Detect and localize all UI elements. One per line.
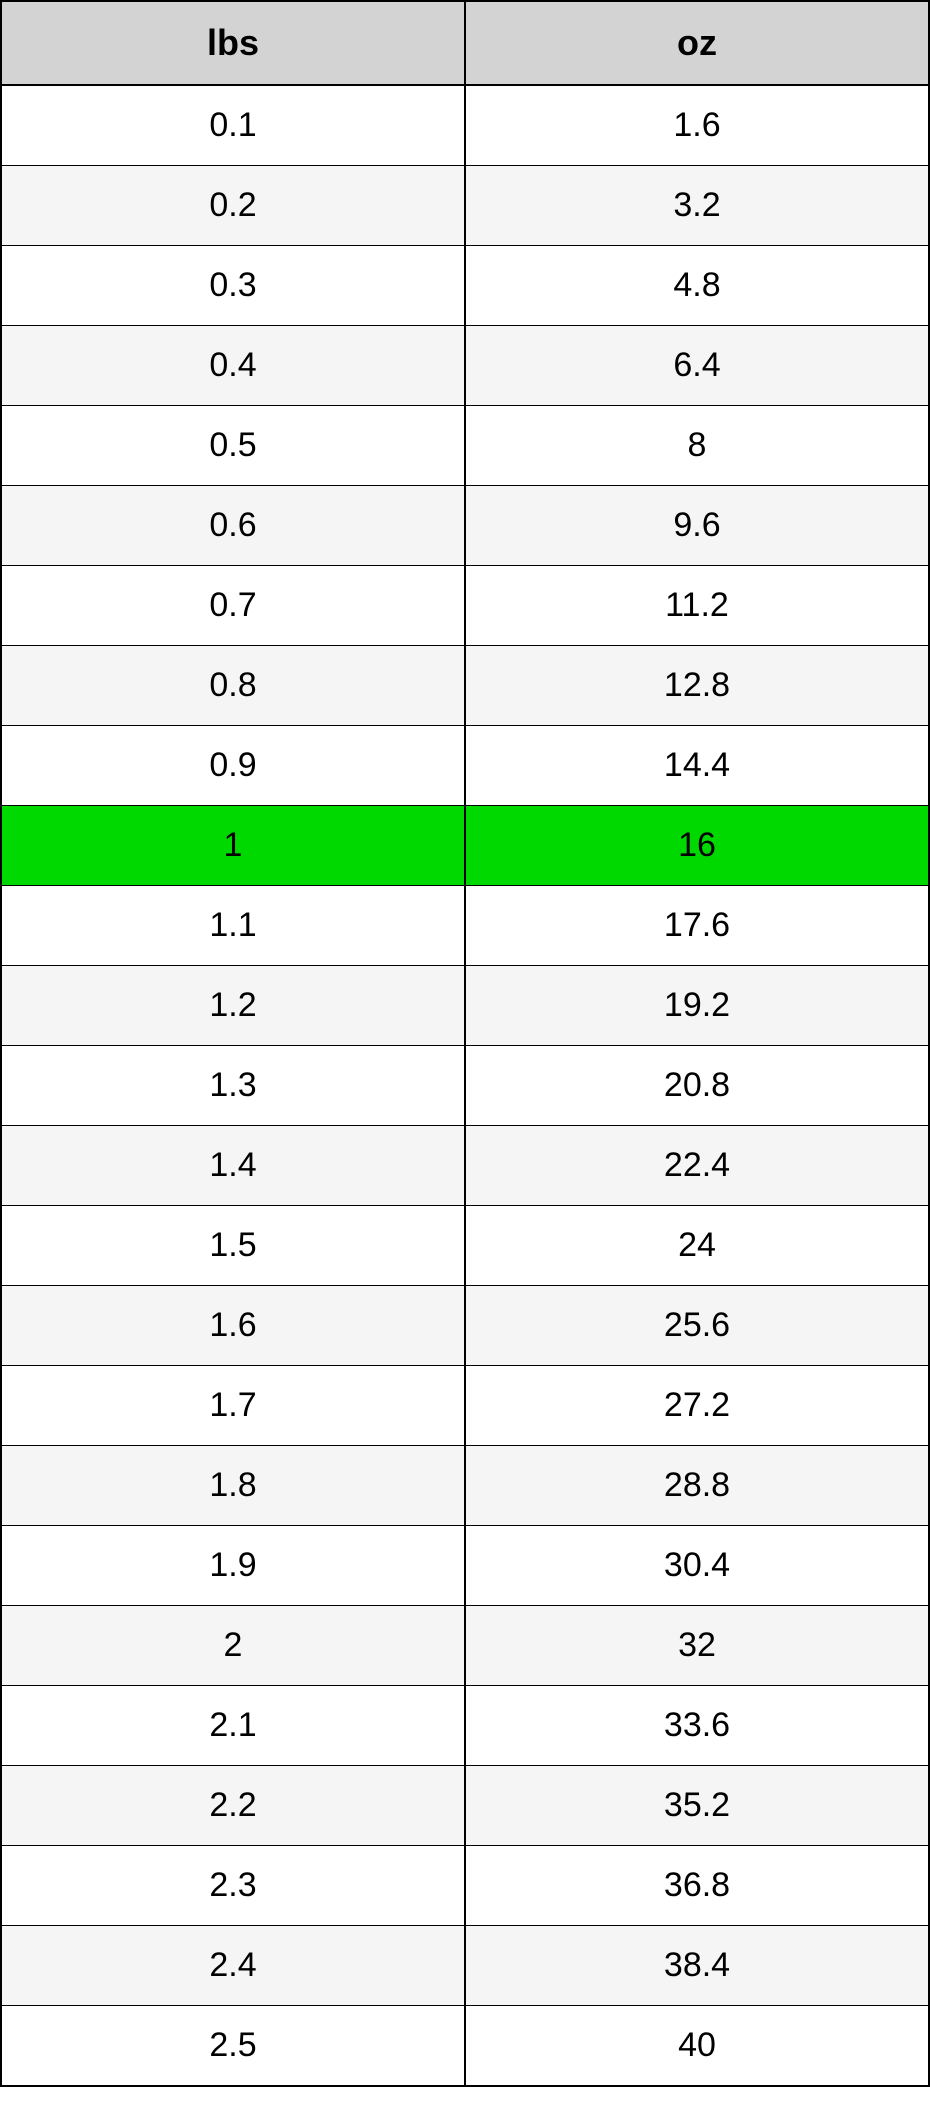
table-row: 1.930.4: [1, 1526, 929, 1606]
cell-lbs: 0.9: [1, 726, 465, 806]
cell-lbs: 0.4: [1, 326, 465, 406]
cell-lbs: 1: [1, 806, 465, 886]
cell-oz: 19.2: [465, 966, 929, 1046]
cell-oz: 3.2: [465, 166, 929, 246]
cell-lbs: 1.5: [1, 1206, 465, 1286]
cell-lbs: 0.2: [1, 166, 465, 246]
cell-oz: 20.8: [465, 1046, 929, 1126]
table-row: 0.11.6: [1, 85, 929, 166]
cell-oz: 25.6: [465, 1286, 929, 1366]
table-header-row: lbs oz: [1, 1, 929, 85]
cell-lbs: 1.6: [1, 1286, 465, 1366]
cell-oz: 8: [465, 406, 929, 486]
column-header-oz: oz: [465, 1, 929, 85]
cell-oz: 33.6: [465, 1686, 929, 1766]
column-header-lbs: lbs: [1, 1, 465, 85]
cell-lbs: 2.4: [1, 1926, 465, 2006]
table-row: 1.117.6: [1, 886, 929, 966]
table-row: 1.625.6: [1, 1286, 929, 1366]
cell-oz: 24: [465, 1206, 929, 1286]
cell-oz: 35.2: [465, 1766, 929, 1846]
table-row: 2.235.2: [1, 1766, 929, 1846]
table-row: 0.812.8: [1, 646, 929, 726]
cell-lbs: 0.7: [1, 566, 465, 646]
cell-oz: 17.6: [465, 886, 929, 966]
cell-oz: 27.2: [465, 1366, 929, 1446]
conversion-table-container: lbs oz 0.11.60.23.20.34.80.46.40.580.69.…: [0, 0, 930, 2087]
cell-lbs: 2.3: [1, 1846, 465, 1926]
cell-lbs: 1.1: [1, 886, 465, 966]
cell-lbs: 0.3: [1, 246, 465, 326]
cell-oz: 9.6: [465, 486, 929, 566]
cell-oz: 11.2: [465, 566, 929, 646]
cell-oz: 30.4: [465, 1526, 929, 1606]
cell-lbs: 0.5: [1, 406, 465, 486]
table-row: 116: [1, 806, 929, 886]
cell-oz: 14.4: [465, 726, 929, 806]
table-row: 1.524: [1, 1206, 929, 1286]
table-row: 2.133.6: [1, 1686, 929, 1766]
table-row: 0.914.4: [1, 726, 929, 806]
cell-lbs: 1.9: [1, 1526, 465, 1606]
cell-lbs: 1.7: [1, 1366, 465, 1446]
table-row: 0.711.2: [1, 566, 929, 646]
cell-lbs: 1.3: [1, 1046, 465, 1126]
table-row: 1.422.4: [1, 1126, 929, 1206]
cell-oz: 22.4: [465, 1126, 929, 1206]
cell-oz: 36.8: [465, 1846, 929, 1926]
conversion-table: lbs oz 0.11.60.23.20.34.80.46.40.580.69.…: [0, 0, 930, 2087]
cell-lbs: 2.1: [1, 1686, 465, 1766]
cell-lbs: 1.2: [1, 966, 465, 1046]
cell-lbs: 2: [1, 1606, 465, 1686]
table-row: 0.46.4: [1, 326, 929, 406]
cell-lbs: 1.8: [1, 1446, 465, 1526]
cell-oz: 16: [465, 806, 929, 886]
table-row: 0.34.8: [1, 246, 929, 326]
cell-oz: 4.8: [465, 246, 929, 326]
table-row: 0.23.2: [1, 166, 929, 246]
cell-oz: 38.4: [465, 1926, 929, 2006]
cell-oz: 28.8: [465, 1446, 929, 1526]
table-row: 2.336.8: [1, 1846, 929, 1926]
cell-oz: 12.8: [465, 646, 929, 726]
table-row: 1.828.8: [1, 1446, 929, 1526]
cell-oz: 1.6: [465, 85, 929, 166]
table-row: 1.727.2: [1, 1366, 929, 1446]
table-row: 1.219.2: [1, 966, 929, 1046]
cell-lbs: 2.5: [1, 2006, 465, 2087]
cell-lbs: 2.2: [1, 1766, 465, 1846]
cell-oz: 6.4: [465, 326, 929, 406]
cell-lbs: 0.8: [1, 646, 465, 726]
table-row: 0.69.6: [1, 486, 929, 566]
table-row: 2.540: [1, 2006, 929, 2087]
cell-lbs: 0.6: [1, 486, 465, 566]
cell-lbs: 0.1: [1, 85, 465, 166]
cell-oz: 32: [465, 1606, 929, 1686]
table-row: 0.58: [1, 406, 929, 486]
cell-lbs: 1.4: [1, 1126, 465, 1206]
cell-oz: 40: [465, 2006, 929, 2087]
table-row: 232: [1, 1606, 929, 1686]
table-row: 1.320.8: [1, 1046, 929, 1126]
table-row: 2.438.4: [1, 1926, 929, 2006]
